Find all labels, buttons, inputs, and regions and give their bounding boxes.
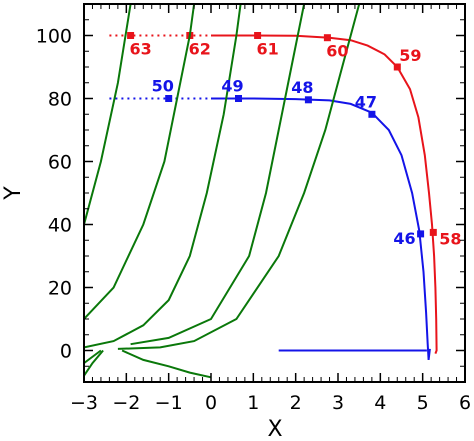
red-point-label-62: 62: [189, 40, 211, 59]
blue-marker-50: [165, 95, 173, 102]
red-trajectory-line: [211, 34, 438, 354]
blue-marker-46: [417, 230, 425, 238]
plot-data-layer: [84, 4, 438, 379]
x-tick-label: 6: [459, 392, 471, 414]
x-tick-label: 0: [205, 392, 217, 414]
red-point-label-58: 58: [439, 229, 461, 248]
red-marker-61: [254, 32, 262, 39]
y-tick-label: 80: [48, 89, 72, 111]
x-tick-label: 3: [332, 392, 344, 414]
blue-point-label-48: 48: [291, 78, 313, 97]
green-curve-7: [84, 349, 104, 377]
blue-point-label-46: 46: [393, 229, 415, 248]
red-point-label-59: 59: [399, 46, 421, 65]
red-marker-63: [127, 32, 135, 39]
x-tick-label: 5: [417, 392, 429, 414]
y-axis-title: Y: [1, 186, 26, 201]
y-tick-label: 0: [60, 341, 72, 363]
red-point-label-63: 63: [129, 40, 151, 59]
green-curve-2: [84, 4, 196, 320]
x-tick-label: −2: [112, 392, 140, 414]
red-marker-58: [429, 228, 437, 236]
y-tick-label: 20: [48, 278, 72, 300]
x-tick-label: 2: [290, 392, 302, 414]
y-tick-label: 40: [48, 215, 72, 237]
y-tick-label: 100: [36, 26, 72, 48]
x-tick-label: −3: [70, 392, 98, 414]
green-curve-3: [84, 4, 242, 349]
blue-point-label-47: 47: [355, 92, 377, 111]
green-curve-5: [117, 4, 361, 350]
blue-point-label-49: 49: [221, 77, 243, 96]
x-tick-label: 1: [247, 392, 259, 414]
y-tick-label: 60: [48, 152, 72, 174]
red-point-label-60: 60: [326, 42, 348, 61]
x-tick-label: 4: [374, 392, 386, 414]
blue-marker-48: [304, 96, 312, 104]
x-tick-label: −1: [155, 392, 183, 414]
red-marker-60: [323, 34, 331, 42]
green-curve-8: [121, 349, 212, 379]
red-marker-59: [393, 63, 401, 71]
green-curve-4: [130, 4, 306, 346]
point-label-layer: 63 62 61 60 59 58 50 49 48 47 46: [129, 40, 461, 249]
x-axis-title: X: [267, 417, 282, 441]
blue-point-label-50: 50: [152, 77, 174, 96]
blue-marker-47: [368, 110, 376, 118]
green-curve-1: [84, 4, 132, 225]
red-point-label-61: 61: [256, 40, 278, 59]
green-curve-6: [84, 349, 102, 364]
blue-marker-49: [235, 95, 242, 102]
plot-frame: [83, 3, 466, 383]
